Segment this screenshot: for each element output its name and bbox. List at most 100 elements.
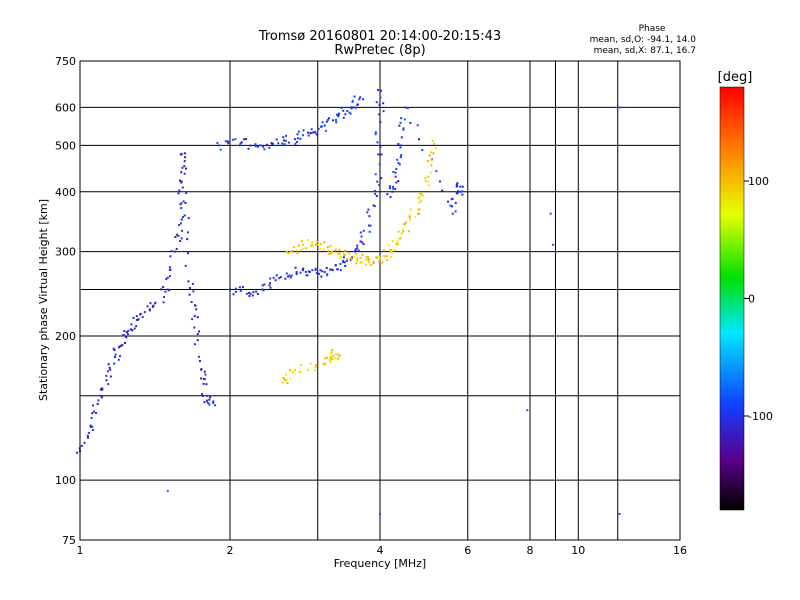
echo-point (400, 154, 403, 157)
echo-point (360, 235, 363, 238)
grid (80, 61, 680, 540)
echo-point (331, 119, 334, 122)
echo-point (131, 329, 134, 332)
echo-point (379, 145, 382, 148)
echo-point (362, 243, 365, 246)
echo-point (314, 369, 317, 372)
echo-point (389, 250, 392, 253)
echo-point (282, 136, 285, 139)
echo-point (367, 258, 370, 261)
echo-point (408, 216, 411, 219)
trace-6 (166, 106, 621, 515)
echo-point (114, 353, 117, 356)
echo-point (275, 138, 278, 141)
echo-point (202, 378, 205, 381)
echo-point (170, 250, 173, 253)
echo-point (402, 128, 405, 131)
echo-point (362, 98, 365, 101)
echo-point (399, 156, 402, 159)
echo-point (297, 244, 300, 247)
echo-point (367, 224, 370, 227)
echo-point (113, 362, 116, 365)
echo-point (301, 268, 304, 271)
echo-point (184, 167, 187, 170)
y-tick-label: 75 (62, 534, 76, 547)
echo-point (329, 358, 332, 361)
echo-point (282, 139, 285, 142)
echo-point (289, 369, 292, 372)
echo-point (365, 263, 368, 266)
echo-point (227, 142, 230, 145)
echo-point (122, 334, 125, 337)
echo-point (549, 212, 552, 215)
echo-point (340, 256, 343, 259)
echo-point (208, 398, 211, 401)
echo-point (434, 147, 437, 150)
echo-point (331, 357, 334, 360)
echo-point (417, 138, 420, 141)
y-tick-label: 300 (55, 246, 76, 259)
echo-point (323, 362, 326, 365)
echo-point (191, 282, 194, 285)
echo-point (93, 410, 96, 413)
echo-point (239, 289, 242, 292)
echo-point (286, 275, 289, 278)
echo-point (229, 288, 231, 291)
echo-point (270, 142, 273, 145)
echo-point (326, 118, 329, 121)
echo-point (354, 106, 357, 109)
echo-point (285, 272, 288, 275)
echo-point (323, 241, 326, 244)
echo-point (451, 197, 454, 200)
echo-point (328, 253, 331, 256)
stats-title: Phase (639, 24, 666, 34)
echo-point (377, 153, 380, 156)
x-tick-label: 8 (527, 544, 534, 557)
echo-point (321, 125, 324, 128)
echo-point (361, 241, 364, 244)
echo-point (395, 181, 398, 184)
echo-point (283, 143, 286, 146)
echo-point (166, 276, 169, 279)
echo-point (372, 262, 375, 265)
echo-point (190, 300, 193, 303)
echo-point (107, 383, 110, 386)
echo-point (388, 187, 391, 190)
echo-point (204, 373, 207, 376)
echo-point (177, 234, 180, 237)
echo-point (286, 382, 289, 385)
echo-point (343, 256, 346, 259)
echo-point (456, 184, 459, 187)
echo-point (181, 229, 184, 232)
echo-point (275, 274, 278, 277)
x-axis-label: Frequency [MHz] (334, 557, 426, 570)
echo-point (179, 203, 182, 206)
echo-point (430, 158, 433, 161)
echo-point (359, 240, 362, 243)
echo-point (127, 329, 130, 332)
echo-point (282, 376, 285, 379)
echo-point (389, 248, 392, 251)
echo-point (186, 231, 189, 234)
y-tick-label: 400 (55, 186, 76, 199)
echo-point (326, 274, 329, 277)
echo-point (285, 379, 288, 382)
echo-point (344, 249, 347, 252)
echo-point (299, 137, 302, 140)
echo-point (183, 214, 186, 217)
echo-point (396, 158, 399, 161)
echo-point (397, 180, 400, 183)
trace-0 (76, 152, 217, 454)
echo-point (105, 374, 108, 377)
echo-point (178, 224, 181, 227)
echo-point (166, 489, 169, 492)
echo-point (121, 343, 124, 346)
echo-point (424, 176, 427, 179)
echo-point (206, 394, 209, 397)
echo-point (164, 290, 167, 293)
echo-point (398, 237, 401, 240)
echo-point (289, 251, 292, 254)
echo-point (269, 277, 272, 280)
echo-point (281, 381, 284, 384)
echo-point (327, 249, 330, 252)
